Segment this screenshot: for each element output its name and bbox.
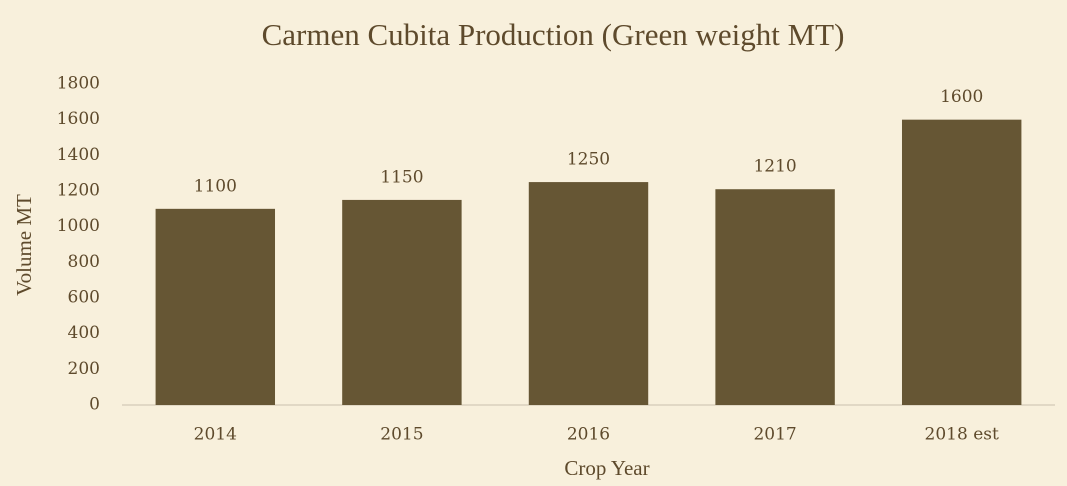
y-tick-label: 200 — [68, 359, 100, 379]
x-tick-label: 2018 est — [925, 425, 999, 445]
bar — [342, 199, 462, 405]
x-axis-title: Crop Year — [564, 456, 649, 480]
y-tick-label: 1800 — [57, 74, 100, 94]
x-tick-label: 2016 — [567, 425, 610, 445]
y-tick-label: 400 — [68, 323, 100, 343]
x-tick-label: 2014 — [194, 425, 237, 445]
y-tick-label: 600 — [68, 288, 100, 308]
y-tick-label: 1000 — [57, 216, 100, 236]
y-tick-label: 1600 — [57, 109, 100, 129]
y-tick-label: 0 — [89, 395, 100, 415]
y-tick-label: 1400 — [57, 145, 100, 165]
data-label: 1210 — [753, 157, 796, 177]
x-tick-label: 2017 — [753, 425, 796, 445]
data-label: 1100 — [194, 176, 237, 196]
y-tick-label: 800 — [68, 252, 100, 272]
data-label: 1600 — [940, 87, 983, 107]
x-tick-label: 2015 — [380, 425, 423, 445]
bar — [155, 208, 276, 405]
data-label: 1250 — [567, 150, 610, 170]
y-axis-title: Volume MT — [12, 194, 36, 296]
data-label: 1150 — [380, 167, 423, 187]
y-tick-label: 1200 — [57, 181, 100, 201]
chart-title: Carmen Cubita Production (Green weight M… — [262, 17, 845, 52]
bar — [901, 119, 1022, 406]
bar — [528, 182, 649, 405]
bar — [715, 189, 835, 405]
